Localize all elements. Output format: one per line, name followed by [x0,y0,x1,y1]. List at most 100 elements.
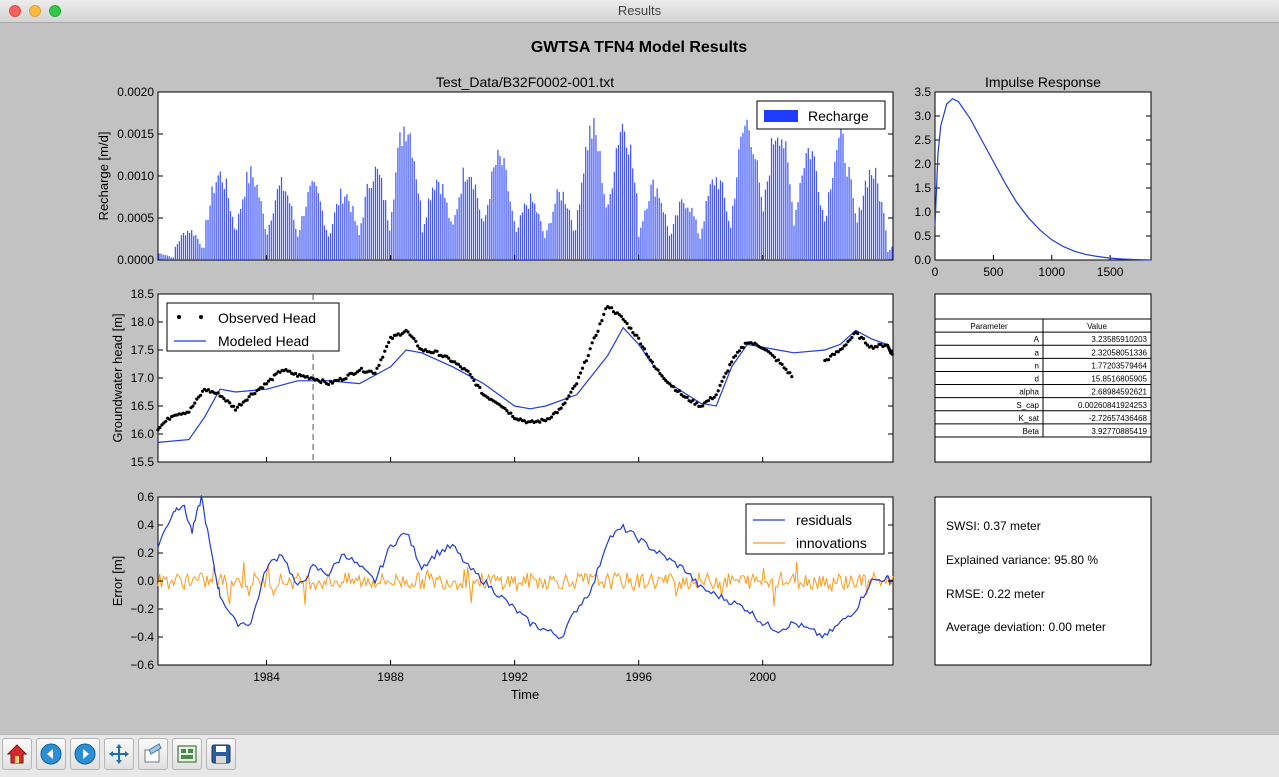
recharge-bar [674,215,677,260]
head-y-tick-label: 15.5 [131,455,155,469]
modeled-head-line [157,326,894,443]
navigation-toolbar [0,734,1279,777]
observed-head-point [156,428,160,432]
observed-head-point [714,393,718,397]
recharge-bar [468,176,470,260]
recharge-bar [656,188,658,260]
observed-head-point [770,353,775,357]
impulse-y-tick-label: 2.5 [914,133,931,147]
recharge-bar [697,233,699,260]
close-window-button[interactable] [9,5,21,17]
impulse-y-tick-label: 3.5 [914,85,931,99]
recharge-bar [325,230,328,260]
observed-head-point [168,417,172,421]
observed-head-point [575,382,579,386]
recharge-bar [666,226,669,260]
impulse-x-tick-label: 500 [983,265,1003,279]
observed-head-point [637,336,641,340]
minimize-window-button[interactable] [29,5,41,17]
recharge-bar [844,162,846,260]
recharge-bar [352,205,354,260]
observed-head-point [232,404,236,408]
observed-head-point [724,371,728,375]
back-button[interactable] [36,738,66,770]
observed-head-point [650,360,654,364]
recharge-bar [840,127,842,260]
observed-head-point [642,347,647,351]
recharge-bar [487,204,489,260]
observed-head-point [476,383,480,387]
observed-head-point [664,379,668,383]
observed-head-point [840,347,844,351]
recharge-bar [605,207,607,260]
recharge-bar [783,148,785,260]
recharge-bar [499,156,501,260]
recharge-bar [611,188,613,260]
recharge-bar [554,203,556,260]
subplots-button[interactable] [172,738,202,770]
observed-head-point [266,379,271,383]
recharge-bar [834,161,836,260]
recharge-bar [331,223,334,260]
table-cell-parameter: alpha [1019,388,1039,397]
recharge-bar [613,171,615,260]
recharge-bar [536,212,538,260]
recharge-y-tick-label: 0.0000 [117,253,154,267]
recharge-bar [264,228,266,260]
recharge-bar [715,177,718,260]
recharge-bar [740,136,742,260]
observed-head-point [253,392,257,396]
recharge-bar [305,206,307,260]
recharge-bar [172,257,174,260]
recharge-bar [478,209,481,260]
observed-head-point [619,314,623,318]
save-button[interactable] [206,738,236,770]
recharge-bar [362,217,364,260]
observed-head-point [305,374,309,379]
recharge-bar [527,208,530,260]
recharge-bar [779,145,781,260]
recharge-bar [293,220,295,260]
forward-button[interactable] [70,738,100,770]
recharge-bar [654,196,656,260]
recharge-bar [491,171,493,260]
recharge-bar [354,221,356,260]
observed-head-point [406,330,410,334]
observed-head-point [319,380,323,385]
recharge-bar [333,212,336,260]
recharge-bar [583,173,585,260]
recharge-bar [340,188,342,260]
recharge-bar [505,169,507,260]
pan-button[interactable] [104,738,134,770]
recharge-bar [621,123,624,260]
recharge-bar [295,228,297,260]
recharge-bar [887,251,889,260]
recharge-bar [160,253,162,260]
observed-head-point [658,372,662,376]
recharge-bar [725,211,728,260]
head-y-tick-label: 16.5 [131,399,155,413]
observed-head-point [648,358,652,362]
recharge-bar [307,192,309,260]
recharge-bar [599,151,601,260]
observed-head-point [288,369,292,373]
observed-head-point [662,377,666,381]
recharge-bar [189,232,191,260]
recharge-bar [636,193,638,260]
recharge-bar [166,255,168,260]
configure-button[interactable] [138,738,168,770]
observed-head-point [850,335,854,340]
observed-head-point [466,369,470,373]
observed-head-point [734,354,738,358]
recharge-bar [419,200,421,260]
recharge-bar [889,249,891,260]
observed-head-point [187,410,191,414]
observed-head-point [164,419,168,423]
recharge-bar [483,221,485,260]
observed-head-point [222,397,226,401]
observed-head-point [602,312,606,316]
stats-panel: SWSI: 0.37 meter Explained variance: 95.… [934,496,1152,666]
zoom-window-button[interactable] [49,5,61,17]
home-button[interactable] [2,738,32,770]
error-y-tick-label: −0.2 [130,602,154,616]
